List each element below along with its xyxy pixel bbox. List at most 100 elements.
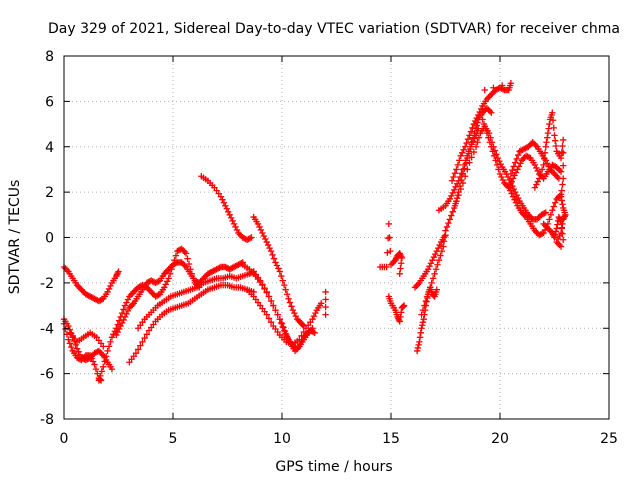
y-tick-label: -2 bbox=[40, 276, 54, 292]
series-track-6 bbox=[113, 259, 246, 339]
data-point bbox=[383, 263, 390, 271]
data-point bbox=[118, 309, 126, 317]
data-point bbox=[260, 232, 268, 240]
data-point bbox=[265, 293, 273, 300]
data-point bbox=[454, 161, 462, 169]
data-point bbox=[544, 129, 552, 137]
data-point bbox=[489, 148, 496, 155]
data-point bbox=[261, 284, 268, 292]
data-point bbox=[433, 286, 440, 293]
y-tick-label: 4 bbox=[45, 140, 54, 156]
data-point bbox=[417, 329, 424, 336]
data-point bbox=[322, 296, 329, 303]
data-point bbox=[220, 199, 228, 206]
data-point bbox=[430, 253, 438, 261]
data-point bbox=[553, 225, 560, 232]
data-point bbox=[518, 157, 525, 164]
data-point bbox=[389, 260, 396, 267]
data-point bbox=[98, 368, 105, 375]
data-point bbox=[114, 269, 121, 277]
data-point bbox=[544, 160, 551, 167]
data-point bbox=[163, 267, 171, 274]
data-point bbox=[101, 358, 108, 365]
data-point bbox=[163, 278, 171, 285]
data-point bbox=[123, 310, 130, 318]
data-point bbox=[178, 259, 185, 266]
data-point bbox=[559, 201, 566, 208]
series-track-27 bbox=[540, 213, 567, 243]
data-point bbox=[172, 260, 180, 267]
data-point bbox=[91, 361, 98, 368]
data-point bbox=[482, 125, 489, 132]
data-point bbox=[129, 301, 136, 309]
data-point bbox=[470, 148, 478, 156]
data-point bbox=[556, 241, 563, 249]
data-point bbox=[286, 299, 294, 306]
data-point bbox=[498, 82, 506, 89]
data-point bbox=[254, 220, 262, 228]
data-point bbox=[73, 345, 81, 352]
data-point bbox=[311, 329, 318, 336]
series-track-9 bbox=[198, 173, 255, 243]
data-point bbox=[472, 117, 479, 125]
data-point bbox=[165, 266, 172, 273]
data-point bbox=[272, 306, 279, 314]
data-point bbox=[100, 343, 107, 350]
data-point bbox=[280, 324, 287, 331]
data-point bbox=[459, 179, 467, 187]
data-point bbox=[486, 139, 494, 146]
data-point bbox=[560, 136, 567, 144]
data-point bbox=[426, 263, 433, 270]
data-point bbox=[468, 139, 475, 146]
data-point bbox=[184, 255, 191, 262]
data-point bbox=[451, 170, 459, 177]
data-point bbox=[456, 173, 464, 181]
series-track-21 bbox=[448, 80, 515, 184]
data-point bbox=[292, 312, 300, 320]
data-point bbox=[256, 223, 263, 231]
data-point bbox=[547, 211, 555, 219]
data-point bbox=[116, 325, 123, 333]
data-point bbox=[476, 108, 483, 116]
data-point bbox=[509, 175, 517, 182]
data-point bbox=[273, 262, 281, 269]
data-point bbox=[485, 106, 492, 113]
data-point bbox=[540, 161, 547, 169]
data-point bbox=[97, 297, 104, 304]
data-point bbox=[179, 260, 187, 268]
data-point bbox=[75, 348, 82, 355]
data-point bbox=[62, 325, 69, 333]
data-point bbox=[541, 155, 548, 163]
data-point bbox=[223, 205, 230, 212]
data-point bbox=[413, 282, 420, 290]
data-point bbox=[493, 161, 501, 169]
data-point bbox=[145, 278, 152, 286]
x-tick-label: 20 bbox=[491, 431, 509, 447]
data-point bbox=[104, 347, 111, 355]
data-point bbox=[498, 173, 505, 181]
data-point bbox=[442, 227, 449, 234]
data-point bbox=[127, 291, 135, 299]
data-point bbox=[111, 328, 119, 335]
data-point bbox=[464, 166, 471, 173]
data-point bbox=[97, 372, 104, 380]
data-point bbox=[230, 220, 238, 228]
data-point bbox=[421, 302, 428, 309]
data-point bbox=[429, 275, 437, 282]
data-point bbox=[441, 232, 448, 240]
data-point bbox=[455, 191, 462, 199]
data-point bbox=[458, 176, 465, 184]
series-track-18 bbox=[411, 232, 449, 291]
y-tick-label: 8 bbox=[45, 49, 54, 65]
data-point bbox=[267, 319, 275, 326]
data-point bbox=[272, 259, 279, 266]
data-point bbox=[495, 166, 502, 173]
data-point bbox=[274, 311, 281, 318]
data-point bbox=[506, 181, 514, 188]
data-point bbox=[283, 291, 291, 298]
data-point bbox=[455, 177, 462, 184]
data-point bbox=[397, 313, 404, 321]
data-point bbox=[108, 365, 116, 373]
data-point bbox=[236, 231, 244, 238]
data-point bbox=[435, 244, 442, 252]
